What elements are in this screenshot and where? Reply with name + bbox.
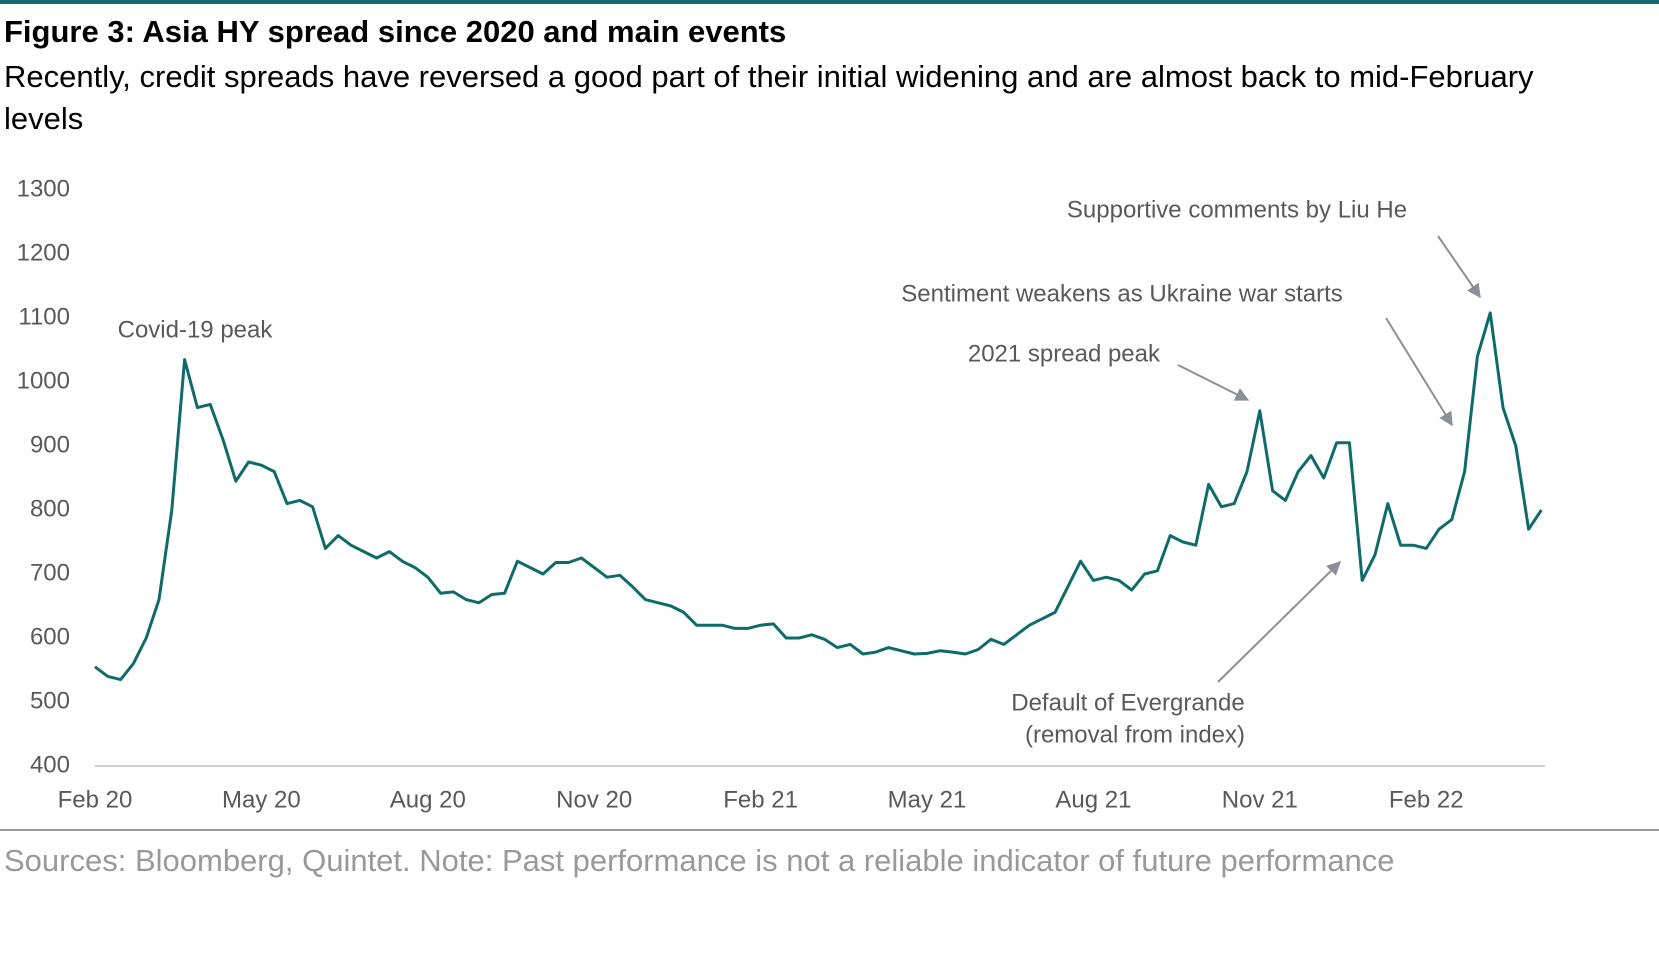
y-tick-label: 600 [30, 623, 70, 650]
top-rule [0, 0, 1659, 4]
spread-line [94, 311, 1543, 682]
y-tick-label: 800 [30, 495, 70, 522]
y-tick-label: 1100 [18, 303, 70, 330]
x-tick-label: Nov 21 [1222, 786, 1298, 813]
x-tick-label: Feb 21 [723, 786, 798, 813]
x-tick-label: Feb 20 [58, 786, 133, 813]
y-tick-label: 1000 [17, 367, 70, 394]
x-tick-label: May 21 [888, 786, 967, 813]
source-note: Sources: Bloomberg, Quintet. Note: Past … [4, 843, 1395, 878]
annotation: Supportive comments by Liu He [1067, 196, 1407, 223]
annotation-arrow [1177, 364, 1250, 401]
annotation: 2021 spread peak [968, 340, 1161, 367]
x-tick-label: Aug 20 [390, 786, 466, 813]
y-tick-label: 400 [30, 751, 70, 778]
annotation-arrow [1385, 317, 1453, 427]
y-tick-label: 700 [30, 559, 70, 586]
annotation-arrow [1437, 235, 1481, 299]
x-tick-label: Nov 20 [556, 786, 632, 813]
chart-subtitle: Recently, credit spreads have reversed a… [4, 59, 1534, 136]
y-tick-label: 1200 [17, 239, 70, 266]
annotation-arrow [1217, 561, 1341, 683]
bottom-rule [0, 829, 1659, 831]
annotation: Default of Evergrande [1011, 689, 1244, 716]
x-tick-label: May 20 [222, 786, 301, 813]
annotation: Sentiment weakens as Ukraine war starts [901, 280, 1343, 307]
y-tick-label: 900 [30, 431, 70, 458]
y-tick-label: 1300 [17, 175, 70, 202]
y-tick-label: 500 [30, 687, 70, 714]
annotation: (removal from index) [1025, 721, 1245, 748]
annotation: Covid-19 peak [118, 316, 274, 343]
chart-title: Figure 3: Asia HY spread since 2020 and … [4, 14, 787, 49]
x-tick-label: Feb 22 [1389, 786, 1464, 813]
x-tick-label: Aug 21 [1055, 786, 1131, 813]
